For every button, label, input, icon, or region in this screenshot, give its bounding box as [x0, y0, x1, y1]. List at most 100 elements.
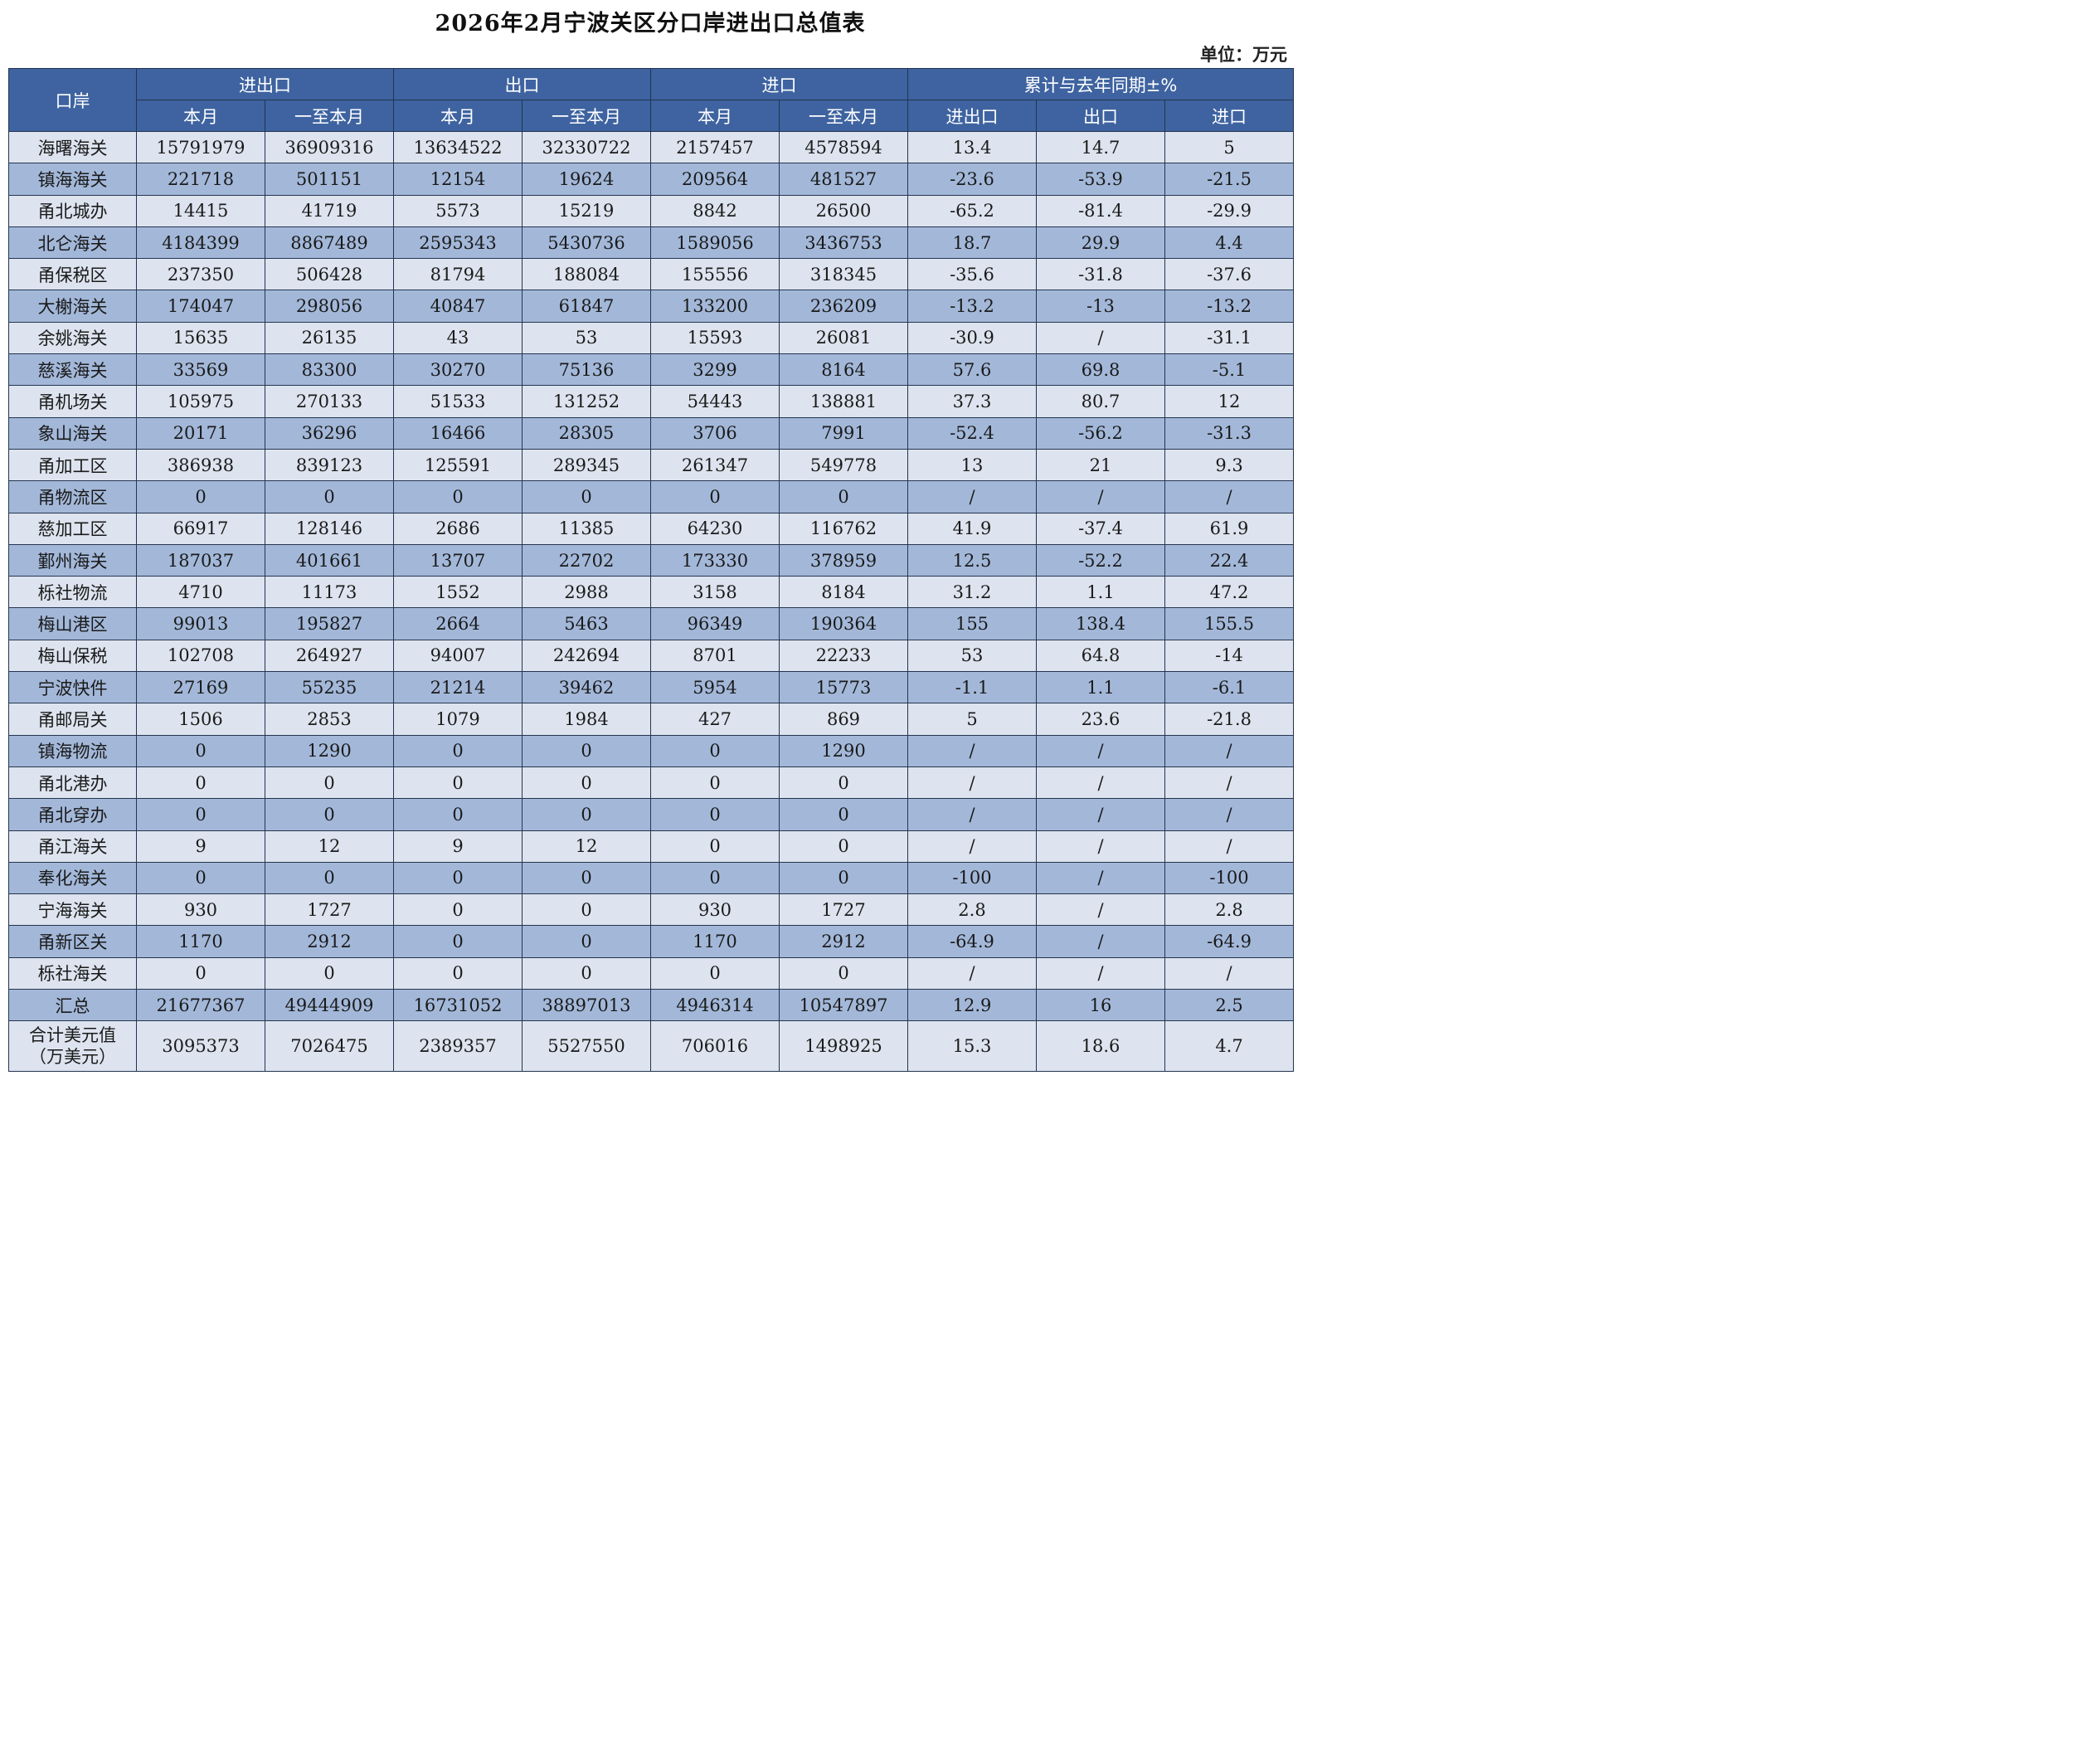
table-row: 鄞州海关 187037 401661 13707 22702 173330 378959 12… — [8, 543, 1295, 577]
table-cell: 8184 — [779, 576, 908, 609]
table-cell: 16466 — [393, 416, 523, 450]
table-cell: 1079 — [393, 703, 523, 736]
row-label: 宁海海关 — [8, 893, 137, 927]
header-sub: 一至本月 — [522, 100, 651, 132]
table-cell: 501151 — [265, 163, 394, 196]
table-cell: 1552 — [393, 576, 523, 609]
row-label: 甬机场关 — [8, 385, 137, 418]
table-cell: 16 — [1036, 989, 1165, 1022]
table-cell: 236209 — [779, 290, 908, 323]
table-row: 镇海物流 0 1290 0 0 0 1290// / — [8, 734, 1295, 767]
table-cell: 16731052 — [393, 989, 523, 1022]
table-cell: 930 — [136, 893, 265, 927]
table-cell: 75136 — [522, 353, 651, 387]
table-cell: 2157457 — [650, 130, 780, 164]
table-cell: 21677367 — [136, 989, 265, 1022]
table-cell: 64.8 — [1036, 639, 1165, 673]
table-cell: 0 — [650, 830, 780, 863]
table-cell: 3436753 — [779, 226, 908, 260]
table-row: 汇总 21677367 49444909 16731052 38897013 494631… — [8, 989, 1295, 1022]
table-cell: 1727 — [265, 893, 394, 927]
table-cell: 2389357 — [393, 1020, 523, 1073]
table-cell: 2.5 — [1164, 989, 1295, 1022]
row-label: 镇海海关 — [8, 163, 137, 196]
table-cell: 5954 — [650, 671, 780, 704]
table-cell: 0 — [393, 480, 523, 513]
table-row: 梅山保税 102708 264927 94007 242694 8701 22233 53 64… — [8, 639, 1295, 673]
table-cell: 4.4 — [1164, 226, 1295, 260]
row-label: 鄞州海关 — [8, 543, 137, 577]
table-cell: -13.2 — [907, 290, 1037, 323]
table-cell: 23.6 — [1036, 703, 1165, 736]
header-group-import: 进口 — [650, 68, 908, 100]
table-cell: 4578594 — [779, 130, 908, 164]
table-cell: 7026475 — [265, 1020, 394, 1073]
table-row: 甬北港办 0 0 0 0 0 0// / — [8, 766, 1295, 800]
table-row: 慈加工区 66917 128146 2686 11385 64230 116762 41.9-… — [8, 512, 1295, 545]
table-cell: 5573 — [393, 194, 523, 227]
table-cell: 0 — [522, 480, 651, 513]
table-cell: 41719 — [265, 194, 394, 227]
table-cell: -5.1 — [1164, 353, 1295, 387]
table-cell: 1.1 — [1036, 671, 1165, 704]
table-cell: 0 — [522, 734, 651, 767]
table-cell: 80.7 — [1036, 385, 1165, 418]
table-cell: -31.3 — [1164, 416, 1295, 450]
table-cell: 3299 — [650, 353, 780, 387]
table-cell: 1984 — [522, 703, 651, 736]
header-group-yoy: 累计与去年同期±% — [907, 68, 1295, 100]
table-cell: / — [1036, 480, 1165, 513]
table-cell: / — [1036, 893, 1165, 927]
header-sub: 本月 — [136, 100, 265, 132]
table-cell: -100 — [907, 861, 1037, 895]
table-cell: 0 — [136, 861, 265, 895]
table-cell: 1506 — [136, 703, 265, 736]
table-cell: / — [1036, 830, 1165, 863]
row-label: 甬加工区 — [8, 448, 137, 482]
table-cell: 26135 — [265, 321, 394, 355]
table-cell: 13 — [907, 448, 1037, 482]
table-cell: 8842 — [650, 194, 780, 227]
table-cell: 0 — [779, 766, 908, 800]
table-cell: 155556 — [650, 258, 780, 291]
table-cell: -6.1 — [1164, 671, 1295, 704]
table-cell: 187037 — [136, 543, 265, 577]
table-cell: 0 — [522, 766, 651, 800]
table-cell: 9 — [393, 830, 523, 863]
table-cell: 3095373 — [136, 1020, 265, 1073]
table-cell: 41.9 — [907, 512, 1037, 545]
table-cell: 22233 — [779, 639, 908, 673]
table-cell: 15791979 — [136, 130, 265, 164]
table-row: 甬北穿办 0 0 0 0 0 0// / — [8, 798, 1295, 831]
table-cell: 2912 — [265, 925, 394, 958]
table-cell: 0 — [136, 798, 265, 831]
table-cell: 0 — [265, 861, 394, 895]
table-cell: 15773 — [779, 671, 908, 704]
table-cell: 18.7 — [907, 226, 1037, 260]
table-cell: / — [1036, 734, 1165, 767]
table-cell: 195827 — [265, 607, 394, 640]
table-cell: 12 — [522, 830, 651, 863]
table-cell: / — [1164, 798, 1295, 831]
table-cell: 32330722 — [522, 130, 651, 164]
row-label: 慈加工区 — [8, 512, 137, 545]
table-cell: 237350 — [136, 258, 265, 291]
table-cell: 102708 — [136, 639, 265, 673]
header-port: 口岸 — [8, 68, 137, 132]
table-cell: 4.7 — [1164, 1020, 1295, 1073]
table-cell: 173330 — [650, 543, 780, 577]
table-row: 甬加工区 386938 839123 125591 289345 261347 549778… — [8, 448, 1295, 482]
table-cell: 318345 — [779, 258, 908, 291]
table-cell: / — [1036, 798, 1165, 831]
table-cell: 14415 — [136, 194, 265, 227]
row-label: 汇总 — [8, 989, 137, 1022]
unit-label: 单位：万元 — [1200, 45, 1287, 65]
table-cell: 26500 — [779, 194, 908, 227]
table-cell: 1290 — [779, 734, 908, 767]
table-cell: 15219 — [522, 194, 651, 227]
table-cell: 0 — [393, 893, 523, 927]
table-cell: 8164 — [779, 353, 908, 387]
table-cell: -31.1 — [1164, 321, 1295, 355]
table-cell: 133200 — [650, 290, 780, 323]
table-cell: 0 — [136, 734, 265, 767]
